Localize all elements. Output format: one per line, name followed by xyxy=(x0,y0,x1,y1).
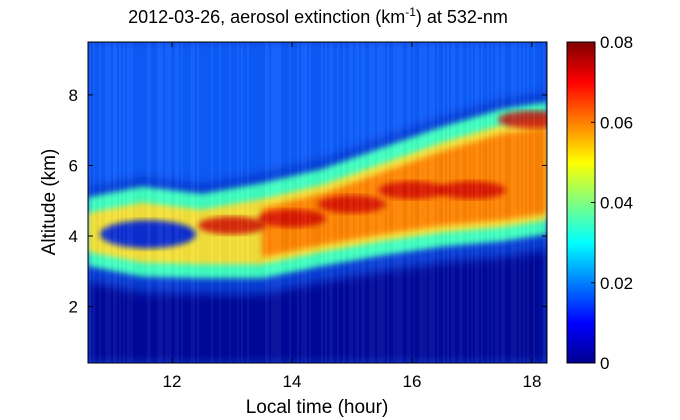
colorbar-tick-label: 0 xyxy=(600,354,609,373)
peak-extinction-blob xyxy=(318,195,386,214)
clear-pocket xyxy=(100,220,196,249)
y-tick-label: 4 xyxy=(69,227,78,246)
x-tick-label: 16 xyxy=(403,372,422,391)
colorbar-tick-label: 0.08 xyxy=(600,33,633,52)
lower-clear-air xyxy=(88,250,547,363)
colorbar-axis: 0 0.02 0.04 0.06 0.08 xyxy=(591,33,633,373)
chart-title: 2012-03-26, aerosol extinction (km-1) at… xyxy=(128,5,508,27)
y-axis-label: Altitude (km) xyxy=(39,149,60,256)
colorbar-tick-label: 0.02 xyxy=(600,274,633,293)
upper-clear-air xyxy=(88,42,547,187)
peak-extinction-blob xyxy=(198,216,266,235)
y-tick-label: 8 xyxy=(69,86,78,105)
colorbar-tick-label: 0.06 xyxy=(600,113,633,132)
peak-extinction-blob xyxy=(258,209,326,228)
y-tick-label: 2 xyxy=(69,298,78,317)
x-tick-label: 14 xyxy=(283,372,302,391)
y-axis: 2 4 6 8 xyxy=(69,86,547,317)
y-tick-label: 6 xyxy=(69,156,78,175)
x-tick-label: 12 xyxy=(163,372,182,391)
peak-extinction-blob xyxy=(498,110,547,129)
plot-frame xyxy=(87,41,548,364)
x-tick-label: 18 xyxy=(523,372,542,391)
x-axis: 12 14 16 18 xyxy=(163,42,542,391)
peak-extinction-blob xyxy=(438,181,506,200)
heatmap-plot-area xyxy=(88,42,547,363)
peak-extinction-blob xyxy=(378,181,446,200)
x-axis-label: Local time (hour) xyxy=(246,397,389,418)
colorbar xyxy=(566,41,596,364)
colorbar-tick-label: 0.04 xyxy=(600,194,633,213)
